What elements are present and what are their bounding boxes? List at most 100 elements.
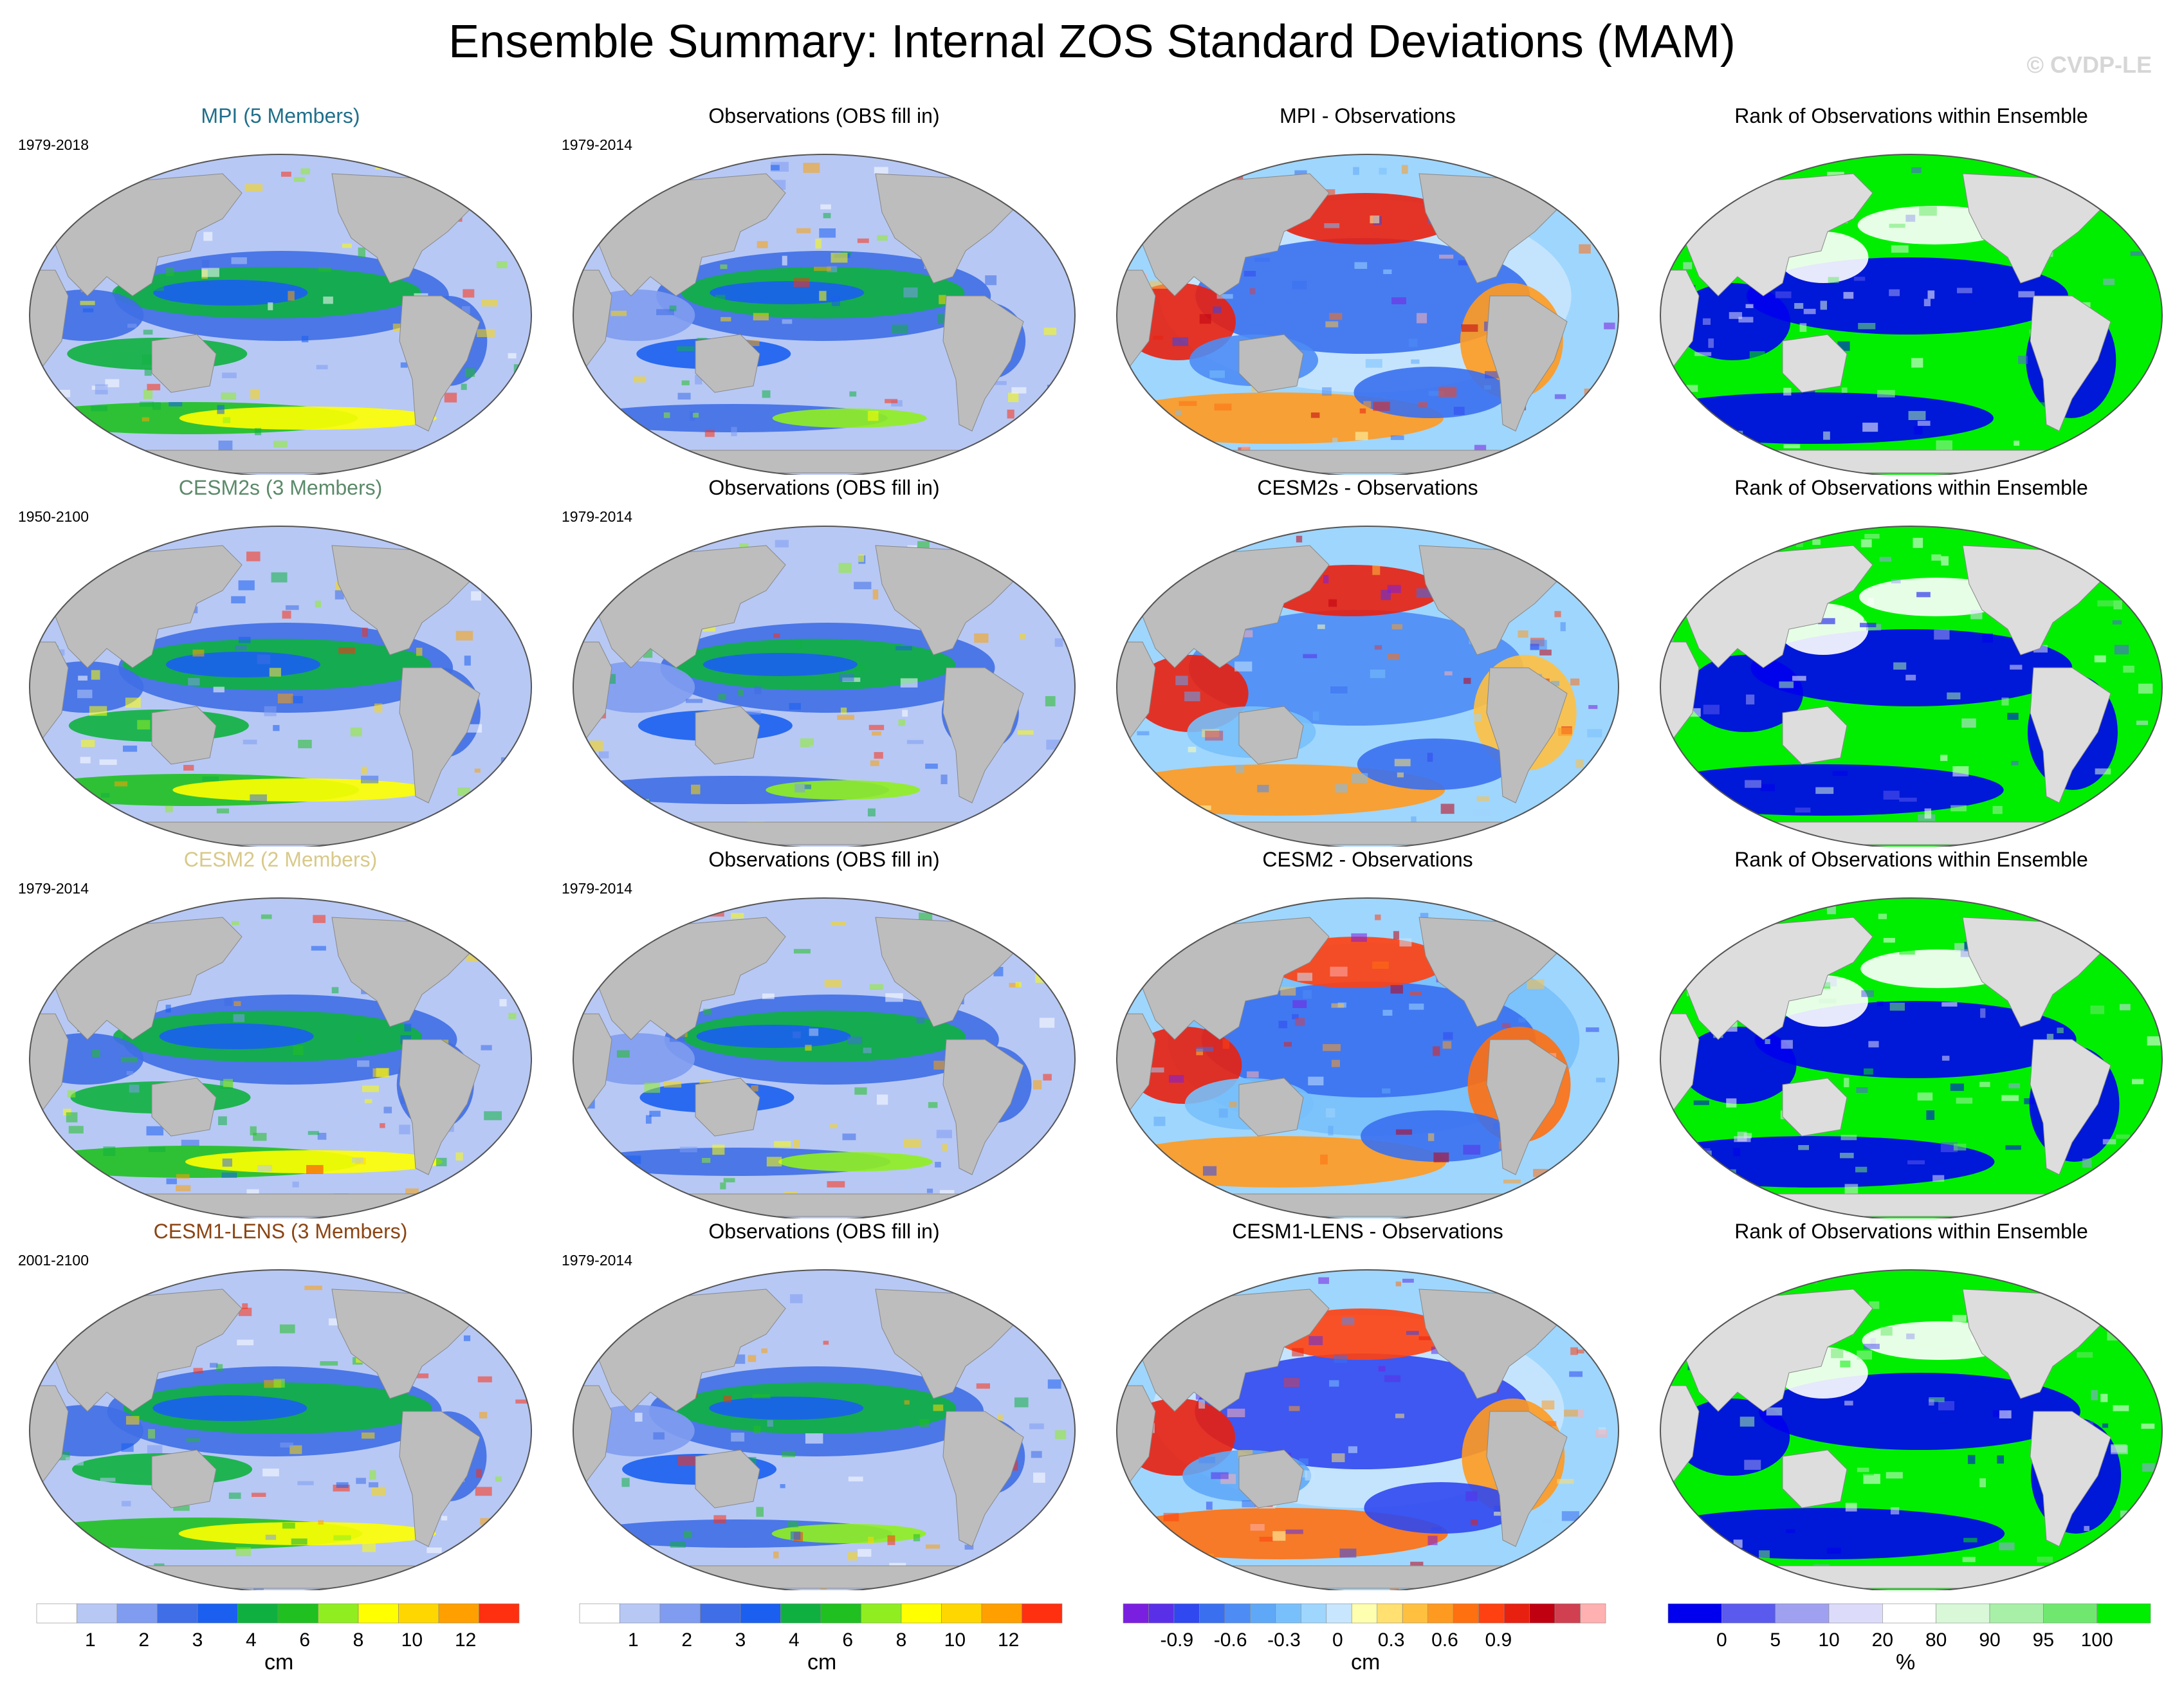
grid-cell [1329, 313, 1343, 320]
grid-cell [1870, 1337, 1876, 1347]
grid-cell [1693, 1100, 1709, 1105]
south-america-landmass [942, 1039, 1024, 1175]
grid-cell [691, 784, 701, 794]
grid-cell [304, 1285, 322, 1290]
grid-cell [645, 447, 655, 456]
grid-cell [1330, 686, 1348, 693]
grid-cell [2014, 440, 2020, 446]
panel-title: Rank of Observations within Ensemble [1734, 848, 2088, 871]
grid-cell [441, 1516, 448, 1521]
grid-cell [1234, 661, 1253, 672]
grid-cell [600, 1523, 613, 1530]
world-map [573, 154, 1076, 475]
colorbar-swatch [36, 1603, 77, 1624]
grid-cell [311, 946, 326, 951]
grid-cell [257, 1165, 273, 1172]
grid-cell [202, 260, 210, 270]
grid-cell [1594, 922, 1610, 929]
grid-cell [1546, 921, 1557, 931]
grid-cell [269, 668, 281, 677]
grid-cell [144, 368, 152, 376]
grid-cell [1530, 643, 1539, 650]
colorbar-tick-label: 10 [944, 1629, 966, 1651]
grid-cell [462, 1548, 474, 1554]
grid-cell [100, 1478, 116, 1482]
grid-cell [1970, 1335, 1977, 1342]
grid-cell [1139, 1541, 1151, 1546]
grid-cell [268, 302, 273, 311]
grid-cell [723, 1178, 735, 1182]
grid-cell [1320, 1154, 1328, 1165]
grid-cell [796, 228, 811, 234]
grid-cell [634, 1413, 643, 1422]
grid-cell [1410, 1561, 1424, 1568]
grid-cell [271, 572, 288, 583]
grid-cell [587, 784, 594, 794]
grid-cell [2060, 630, 2068, 638]
grid-cell [1323, 1044, 1341, 1051]
world-map [29, 897, 532, 1218]
antarctica-landmass [106, 1193, 455, 1217]
grid-cell [1137, 731, 1150, 736]
grid-cell [1402, 1278, 1414, 1283]
grid-cell [847, 1036, 862, 1045]
grid-cell [1938, 1400, 1955, 1411]
panel-title: Observations (OBS fill in) [708, 476, 940, 499]
grid-cell [234, 1001, 241, 1007]
grid-cell [32, 749, 42, 754]
grid-cell [75, 202, 81, 211]
grid-cell [819, 291, 827, 301]
main-title: Ensemble Summary: Internal ZOS Standard … [448, 16, 1736, 68]
grid-cell [1285, 1529, 1303, 1534]
grid-cell [318, 267, 332, 272]
colorbar-swatch [277, 1603, 318, 1624]
grid-cell [1999, 1542, 2015, 1550]
grid-cell [1831, 1348, 1844, 1359]
grid-cell [1397, 772, 1404, 778]
grid-cell [1444, 671, 1453, 676]
grid-cell [1250, 1524, 1265, 1531]
grid-cell [1543, 1421, 1557, 1427]
grid-cell [1666, 1128, 1680, 1136]
anomaly-region [1675, 283, 1791, 360]
grid-cell [653, 1432, 665, 1440]
grid-cell [877, 235, 888, 241]
grid-cell [1992, 805, 2003, 814]
grid-cell [1795, 807, 1811, 813]
anomaly-region [1660, 392, 1994, 444]
grid-cell [91, 670, 100, 680]
map-panel-obs: Observations (OBS fill in) 1979-2014 [551, 475, 1097, 847]
grid-cell [1823, 431, 1830, 440]
grid-cell [490, 841, 506, 847]
grid-cell [1019, 634, 1026, 639]
grid-cell [320, 1361, 338, 1366]
grid-cell [244, 184, 263, 192]
grid-cell [1826, 1548, 1841, 1554]
grid-cell [2025, 464, 2032, 471]
grid-cell [491, 408, 503, 414]
grid-cell [515, 1399, 529, 1404]
grid-cell [293, 1045, 304, 1056]
grid-cell [1970, 610, 1983, 619]
world-map [29, 154, 532, 475]
grid-cell [1259, 1536, 1273, 1542]
grid-cell [742, 340, 760, 346]
grid-cell [1936, 440, 1952, 450]
grid-cell [483, 1388, 499, 1399]
colorbar-swatch [1989, 1603, 2044, 1624]
grid-cell [100, 793, 110, 798]
colorbar-swatch [619, 1603, 661, 1624]
grid-cell [455, 630, 473, 641]
grid-cell [1283, 1041, 1292, 1047]
antarctica-landmass [106, 1565, 455, 1589]
grid-cell [1239, 630, 1253, 638]
panel-title: Observations (OBS fill in) [708, 848, 940, 871]
grid-cell [374, 838, 389, 847]
grid-cell [1941, 556, 1949, 566]
grid-cell [1408, 338, 1418, 347]
grid-cell [1157, 1108, 1170, 1112]
grid-cell [1409, 1004, 1424, 1010]
grid-cell [176, 1185, 191, 1191]
grid-cell [1722, 1169, 1736, 1179]
south-america-landmass [1486, 667, 1568, 803]
